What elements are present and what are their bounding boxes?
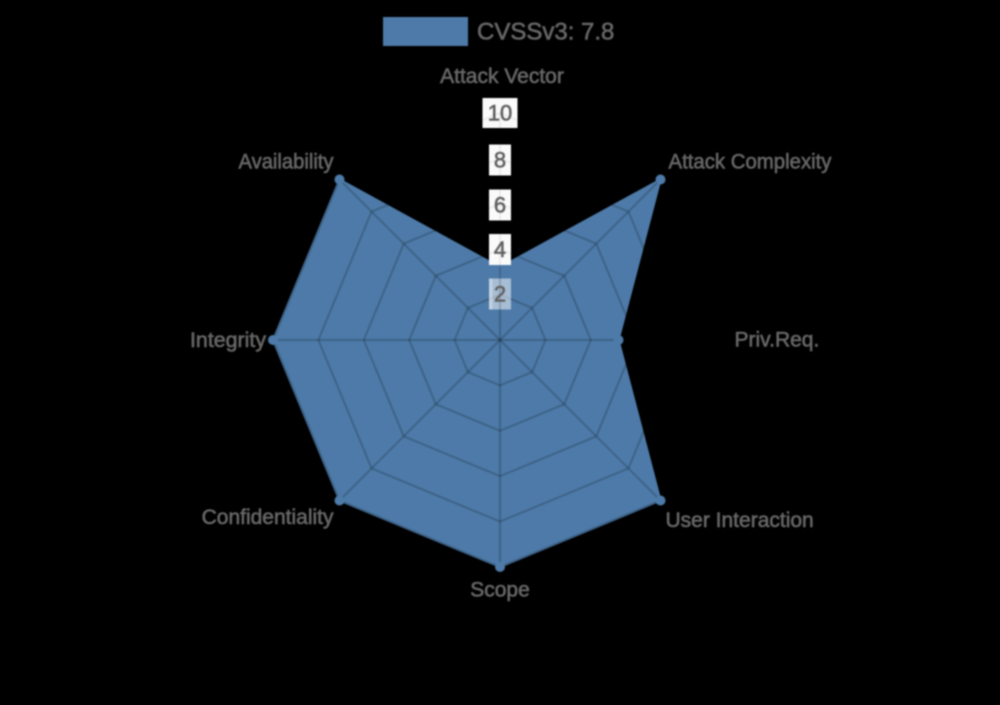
svg-text:8: 8 [494,147,506,172]
svg-text:Availability: Availability [239,151,334,174]
svg-text:Priv.Req.: Priv.Req. [735,329,820,352]
svg-text:Integrity: Integrity [190,329,267,352]
svg-text:6: 6 [494,193,506,218]
svg-text:4: 4 [494,237,506,262]
svg-text:Attack Vector: Attack Vector [440,65,564,88]
svg-text:Confidentiality: Confidentiality [202,506,334,529]
svg-text:Attack Complexity: Attack Complexity [669,151,832,174]
svg-text:Scope: Scope [470,579,530,602]
svg-text:User Interaction: User Interaction [666,509,814,532]
svg-text:CVSSv3: 7.8: CVSSv3: 7.8 [477,19,614,46]
svg-text:10: 10 [488,101,512,126]
svg-text:2: 2 [494,281,506,306]
